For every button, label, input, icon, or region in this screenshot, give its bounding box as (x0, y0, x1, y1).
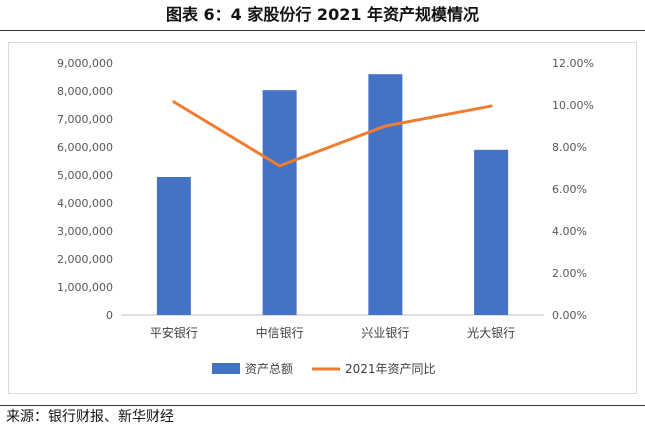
y-right-tick-label: 8.00% (552, 141, 587, 154)
y-left-tick-label: 2,000,000 (57, 253, 113, 266)
y-right-tick-label: 4.00% (552, 225, 587, 238)
y-left-tick-label: 1,000,000 (57, 281, 113, 294)
y-left-tick-label: 6,000,000 (57, 141, 113, 154)
source-divider (0, 405, 645, 406)
legend-line-label: 2021年资产同比 (345, 362, 436, 376)
x-category-label: 中信银行 (256, 325, 304, 340)
line-point (172, 100, 176, 104)
bar (368, 74, 403, 315)
line-point (278, 164, 282, 168)
y-left-tick-label: 5,000,000 (57, 169, 113, 182)
y-left-tick-label: 7,000,000 (57, 113, 113, 126)
combo-chart: 0 1,000,000 2,000,000 3,000,000 4,000,000 5,0… (57, 57, 594, 376)
y-right-tick-label: 6.00% (552, 183, 587, 196)
x-category-label: 光大银行 (467, 326, 515, 340)
y-left-tick-label: 9,000,000 (57, 57, 113, 70)
chart-frame: 0 1,000,000 2,000,000 3,000,000 4,000,000 5,0… (8, 42, 637, 394)
y-right-tick-label: 2.00% (552, 267, 587, 280)
x-category-label: 平安银行 (150, 325, 198, 340)
y-right-tick-label: 0.00% (552, 309, 587, 322)
bar (474, 149, 509, 315)
y-left-tick-label: 4,000,000 (57, 197, 113, 210)
y-right-tick-label: 10.00% (552, 99, 594, 112)
series-line (173, 100, 492, 168)
line-point (383, 124, 387, 128)
source-note: 来源：银行财报、新华财经 (6, 409, 174, 425)
bar (262, 90, 297, 315)
legend-bar-swatch (212, 363, 240, 374)
y-left-tick-label: 0 (106, 309, 113, 322)
line-point (489, 104, 493, 108)
title-divider (0, 30, 645, 31)
x-category-label: 兴业银行 (361, 326, 409, 340)
bar (156, 176, 191, 315)
chart-title: 图表 6：4 家股份行 2021 年资产规模情况 (165, 5, 480, 24)
y-right-tick-label: 12.00% (552, 57, 594, 70)
y-left-tick-label: 8,000,000 (57, 85, 113, 98)
y-left-tick-label: 3,000,000 (57, 225, 113, 238)
legend-bar-label: 资产总额 (245, 362, 293, 376)
